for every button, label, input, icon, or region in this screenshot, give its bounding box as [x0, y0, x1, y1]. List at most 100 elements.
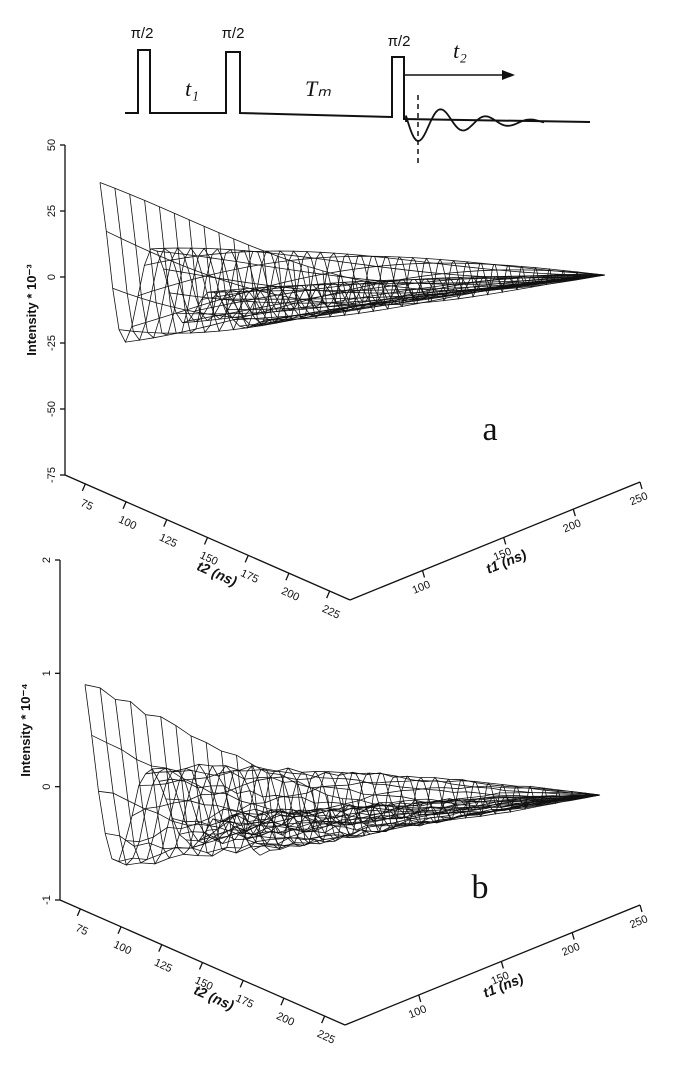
- mesh-line: [266, 771, 381, 850]
- mesh-line: [478, 782, 521, 818]
- pulse-label: π/2: [388, 33, 411, 50]
- mesh-line: [500, 264, 536, 294]
- mesh-line: [337, 254, 426, 317]
- t2-tick-label: 200: [274, 1010, 296, 1029]
- pulse-train: [125, 49, 591, 123]
- pulse-sequence: [125, 49, 591, 165]
- t2-tick-label: 225: [320, 603, 342, 622]
- decay-signal: [405, 108, 545, 143]
- t1-tick-label: 100: [407, 1003, 429, 1021]
- t2-tick-label: 175: [234, 992, 256, 1011]
- z-tick-label: -25: [46, 335, 58, 351]
- t2-tick-label: 100: [111, 939, 133, 958]
- mesh-line: [569, 791, 581, 801]
- z-tick-label: -50: [46, 401, 58, 417]
- t2-tick: [158, 944, 163, 952]
- mesh-line: [99, 687, 271, 866]
- mesh-line: [485, 264, 526, 296]
- t2-tick-label: 75: [79, 497, 95, 513]
- t1-tick: [639, 904, 643, 913]
- mesh-line: [203, 226, 336, 333]
- arrow-head: [502, 70, 515, 80]
- z-tick-label: -75: [46, 467, 58, 483]
- t1-tick: [500, 961, 504, 969]
- delay-label: t₁: [185, 76, 199, 101]
- t1-tick: [639, 481, 643, 490]
- mesh-line: [508, 785, 541, 813]
- t2-tick: [81, 483, 86, 492]
- t2-tick: [198, 962, 204, 970]
- mesh-line: [175, 725, 321, 857]
- t2-tick: [239, 980, 244, 988]
- delay-label: t₂: [453, 38, 467, 63]
- pulse-label: π/2: [131, 25, 154, 42]
- t1-tick-label: 200: [560, 941, 582, 959]
- t2-tick-label: 125: [157, 532, 179, 551]
- mesh-line: [539, 787, 561, 807]
- mesh-line: [456, 261, 506, 300]
- mesh-line: [357, 772, 441, 837]
- mesh-line: [144, 200, 296, 336]
- mesh-line: [248, 244, 366, 327]
- mesh-line: [342, 772, 431, 837]
- mesh-line: [99, 182, 606, 292]
- mesh-line: [441, 259, 496, 302]
- t2-tick: [244, 555, 249, 563]
- mesh-line: [233, 238, 356, 329]
- z-tick-label: 0: [46, 274, 58, 280]
- t2-tick: [203, 537, 209, 545]
- mesh-line: [554, 789, 571, 805]
- t1-axis: [349, 481, 641, 601]
- t2-axis-title: t2 (ns): [192, 982, 237, 1014]
- mesh-line: [84, 684, 601, 814]
- t2-tick: [163, 519, 168, 527]
- z-axis-title: Intensity * 10⁻³: [24, 264, 39, 356]
- mesh-line: [589, 272, 596, 278]
- mesh-line: [263, 250, 376, 324]
- t2-tick: [76, 908, 81, 917]
- mesh-line: [114, 188, 276, 341]
- mesh-line: [560, 269, 576, 283]
- t1-tick: [421, 570, 426, 578]
- mesh-line: [524, 785, 551, 810]
- z-tick-label: 25: [46, 205, 58, 217]
- t2-tick-label: 75: [74, 922, 90, 938]
- mesh-line: [411, 257, 476, 305]
- mesh-line: [530, 266, 556, 288]
- t1-tick: [572, 508, 576, 517]
- t2-tick: [285, 572, 290, 581]
- t1-tick: [571, 932, 575, 940]
- t2-tick-label: 225: [315, 1028, 337, 1047]
- t2-tick-label: 125: [152, 957, 174, 976]
- t2-tick-label: 100: [116, 514, 138, 533]
- mesh-line: [470, 262, 516, 298]
- panel-label: b: [472, 869, 489, 906]
- mesh-line: [463, 780, 511, 819]
- mesh-line: [352, 255, 436, 315]
- t2-tick-label: 175: [239, 567, 261, 586]
- t2-tick-label: 200: [279, 585, 301, 604]
- z-axis-title: Intensity * 10⁻⁴: [18, 683, 33, 777]
- z-tick-label: 1: [41, 670, 53, 676]
- z-tick-label: 50: [46, 139, 58, 151]
- mesh-line: [433, 778, 491, 823]
- t1-tick-label: 200: [561, 517, 583, 535]
- delay-label: Tₘ: [305, 76, 331, 101]
- t1-tick-label: 250: [628, 490, 650, 508]
- mesh-line: [130, 701, 291, 865]
- mesh-line: [99, 182, 266, 344]
- mesh-line: [173, 213, 316, 334]
- mesh-line: [292, 251, 396, 320]
- t2-tick: [117, 926, 122, 935]
- surface-mesh: [99, 182, 606, 344]
- z-tick-label: -1: [41, 895, 53, 905]
- mesh-line: [448, 779, 501, 821]
- t2-tick: [326, 590, 331, 599]
- mesh-line: [417, 776, 481, 826]
- t2-tick: [321, 1015, 326, 1024]
- t1-tick: [418, 994, 422, 1003]
- panel-label: a: [482, 411, 497, 448]
- mesh-line: [396, 256, 466, 308]
